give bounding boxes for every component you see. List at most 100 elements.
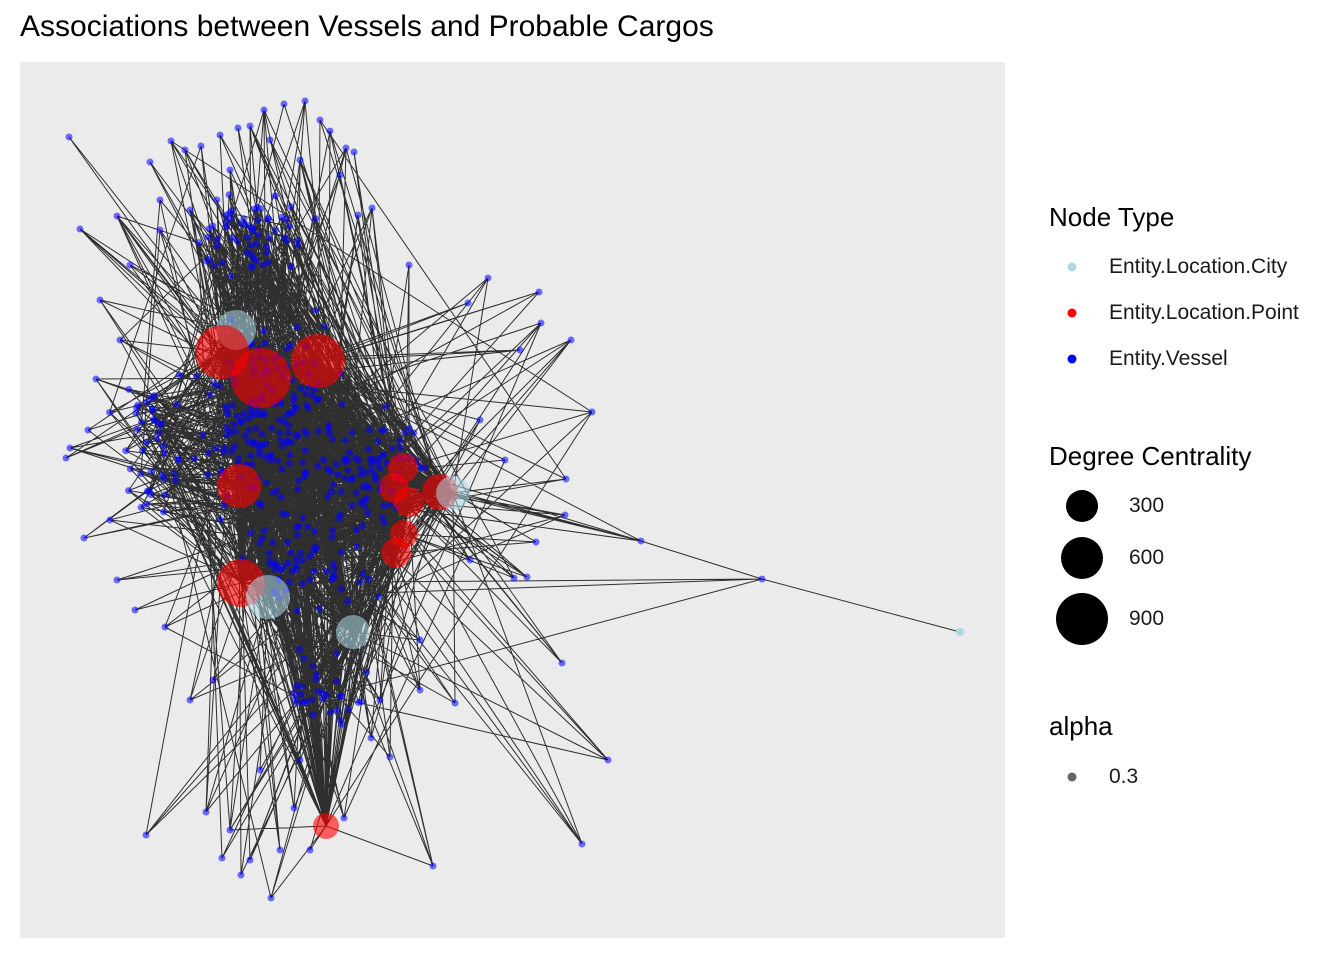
- vessel-node: [228, 447, 235, 455]
- legend-key-size-600: [1061, 537, 1103, 579]
- vessel-node: [213, 242, 221, 249]
- vessel-node: [218, 854, 226, 862]
- vessel-node: [309, 662, 317, 670]
- vessel-node: [464, 299, 472, 307]
- vessel-node: [300, 427, 308, 435]
- vessel-node: [328, 533, 336, 541]
- vessel-node: [181, 146, 189, 154]
- vessel-node: [240, 410, 248, 418]
- vessel-node: [758, 575, 766, 583]
- vessel-node: [290, 689, 298, 697]
- vessel-node: [278, 465, 286, 473]
- vessel-node: [233, 412, 241, 420]
- vessel-node: [267, 456, 275, 464]
- vessel-node: [304, 405, 312, 413]
- vessel-node: [299, 514, 307, 522]
- vessel-node: [204, 470, 212, 478]
- vessel-node: [352, 454, 359, 462]
- vessel-node: [328, 488, 335, 496]
- vessel-node: [310, 527, 318, 535]
- vessel-node: [380, 519, 388, 527]
- vessel-node: [312, 306, 320, 314]
- vessel-node: [227, 272, 235, 280]
- vessel-node: [172, 477, 179, 485]
- vessel-node: [247, 452, 255, 459]
- vessel-node: [302, 389, 310, 397]
- vessel-node: [535, 288, 543, 296]
- vessel-node: [266, 136, 274, 144]
- vessel-node: [137, 503, 145, 511]
- vessel-node: [294, 241, 302, 249]
- vessel-node: [348, 429, 356, 437]
- vessel-node: [255, 411, 263, 419]
- vessel-node: [277, 436, 284, 444]
- legend-label-600: 600: [1129, 546, 1165, 569]
- vessel-node: [171, 470, 179, 478]
- vessel-node: [299, 580, 306, 588]
- vessel-node: [277, 493, 285, 501]
- vessel-node: [294, 433, 302, 440]
- vessel-node: [276, 416, 283, 424]
- vessel-node: [197, 142, 205, 150]
- vessel-node: [332, 677, 340, 685]
- vessel-node: [220, 448, 228, 456]
- vessel-node: [604, 756, 612, 764]
- vessel-node: [261, 339, 269, 347]
- vessel-node: [230, 421, 238, 429]
- vessel-node: [224, 410, 231, 418]
- vessel-node: [320, 456, 327, 464]
- vessel-node: [326, 127, 334, 135]
- vessel-node: [308, 696, 316, 704]
- vessel-node: [298, 556, 306, 564]
- vessel-node: [290, 804, 298, 812]
- vessel-node: [256, 766, 264, 774]
- vessel-node: [285, 422, 293, 430]
- vessel-node: [246, 122, 254, 130]
- vessel-node: [374, 437, 382, 445]
- vessel-node: [274, 457, 282, 465]
- vessel-node: [257, 502, 265, 509]
- vessel-node: [382, 402, 390, 410]
- vessel-node: [248, 460, 256, 468]
- vessel-node: [376, 696, 384, 704]
- vessel-node: [352, 489, 360, 497]
- vessel-node: [133, 404, 141, 412]
- vessel-node: [338, 692, 345, 700]
- vessel-node: [116, 336, 124, 344]
- vessel-node: [324, 424, 332, 432]
- vessel-node: [259, 534, 267, 542]
- point-node: [217, 464, 261, 508]
- vessel-node: [300, 654, 308, 662]
- vessel-node: [113, 212, 121, 220]
- vessel-node: [223, 431, 230, 439]
- vessel-node: [273, 562, 280, 569]
- vessel-node: [401, 429, 409, 437]
- vessel-node: [359, 483, 367, 491]
- vessel-node: [265, 549, 273, 557]
- vessel-node: [113, 576, 121, 584]
- vessel-node: [202, 808, 210, 816]
- vessel-node: [353, 543, 361, 550]
- vessel-node: [309, 392, 317, 400]
- legend-label-vessel: Entity.Vessel: [1109, 347, 1228, 370]
- vessel-node: [227, 214, 235, 222]
- vessel-node: [276, 429, 284, 437]
- vessel-node: [216, 131, 224, 139]
- vessel-node: [312, 544, 320, 552]
- vessel-node: [285, 459, 293, 467]
- vessel-node: [267, 894, 275, 902]
- vessel-node: [161, 491, 169, 498]
- vessel-node: [216, 516, 224, 523]
- vessel-node: [374, 455, 382, 463]
- vessel-node: [333, 650, 341, 658]
- vessel-node: [337, 548, 345, 556]
- vessel-node: [363, 495, 370, 502]
- vessel-node: [159, 442, 167, 450]
- vessel-node: [158, 420, 166, 428]
- vessel-node: [92, 375, 100, 383]
- vessel-node: [352, 526, 360, 534]
- vessel-node: [125, 487, 133, 495]
- vessel-node: [205, 225, 213, 233]
- vessel-node: [290, 392, 298, 400]
- vessel-node: [125, 385, 133, 393]
